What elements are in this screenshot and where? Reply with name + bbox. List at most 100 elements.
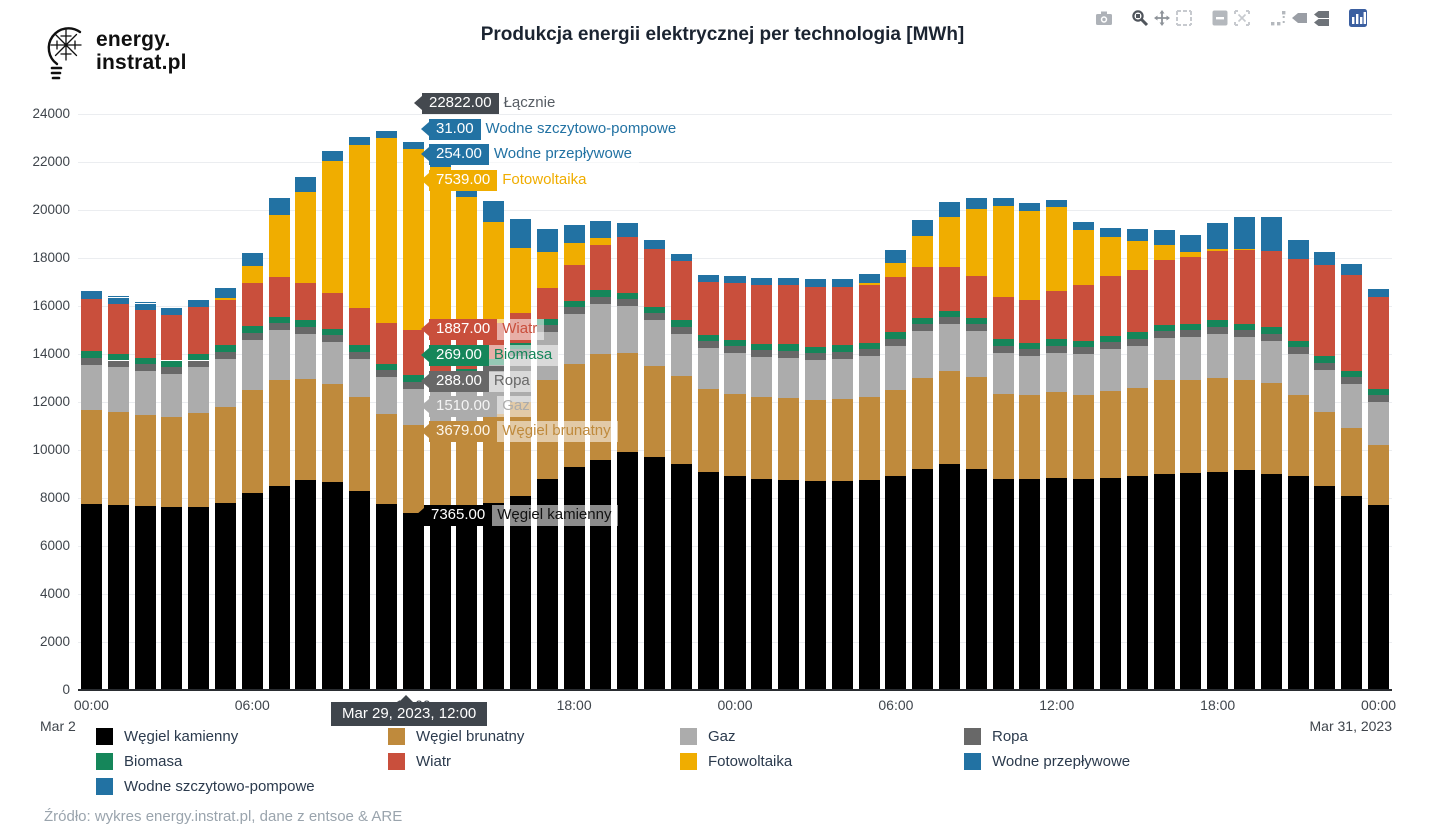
bar-segment-wiatr[interactable] [268,276,290,317]
bar-segment-wodne-przep-ywowe[interactable] [188,301,210,308]
bar-segment-wodne-przep-ywowe[interactable] [322,154,344,161]
bar-segment-w-giel-brunatny[interactable] [1099,391,1121,478]
bar-segment-fotowoltaika[interactable] [1180,251,1202,257]
bar-segment-gaz[interactable] [778,357,800,398]
bar-segment-fotowoltaika[interactable] [885,262,907,277]
bar-segment-ropa[interactable] [214,351,236,359]
legend-item-gaz[interactable]: Gaz [680,728,736,745]
bar-segment-wiatr[interactable] [1234,249,1256,324]
bar-segment-w-giel-kamienny[interactable] [858,480,880,690]
bar-segment-wiatr[interactable] [724,283,746,340]
bar-segment-wodne-szczytowo-pompowe[interactable] [268,198,290,209]
bar-segment-w-giel-kamienny[interactable] [939,464,961,690]
bar-segment-biomasa[interactable] [804,346,826,354]
bar-segment-w-giel-kamienny[interactable] [241,493,263,690]
bar-segment-gaz[interactable] [107,367,129,413]
bar-segment-w-giel-brunatny[interactable] [697,388,719,472]
bar-segment-w-giel-brunatny[interactable] [670,375,692,465]
bar-segment-ropa[interactable] [1207,326,1229,334]
bar-segment-w-giel-brunatny[interactable] [1260,382,1282,474]
bar-segment-w-giel-brunatny[interactable] [241,390,263,494]
bar-segment-w-giel-brunatny[interactable] [885,390,907,477]
bar-segment-gaz[interactable] [375,377,397,414]
bar-segment-w-giel-kamienny[interactable] [1368,505,1390,690]
bar-segment-wiatr[interactable] [188,307,210,354]
bar-segment-gaz[interactable] [885,345,907,390]
bar-segment-fotowoltaika[interactable] [1046,207,1068,292]
bar-segment-ropa[interactable] [375,370,397,378]
bar-segment-wiatr[interactable] [965,275,987,318]
bar-segment-wiatr[interactable] [1099,275,1121,336]
bar-segment-wiatr[interactable] [885,276,907,333]
bar-segment-biomasa[interactable] [80,351,102,358]
hover-closest-icon[interactable] [1289,7,1311,29]
bar-segment-fotowoltaika[interactable] [939,216,961,268]
bar-segment-ropa[interactable] [804,353,826,360]
bar-segment-gaz[interactable] [563,314,585,364]
bar-segment-wiatr[interactable] [1153,260,1175,325]
pan-icon[interactable] [1151,7,1173,29]
bar-segment-wodne-przep-ywowe[interactable] [483,215,505,222]
bar-segment-wodne-szczytowo-pompowe[interactable] [751,277,773,279]
bar-segment-wodne-przep-ywowe[interactable] [1180,245,1202,252]
bar-segment-fotowoltaika[interactable] [295,191,317,283]
bar-segment-biomasa[interactable] [778,344,800,351]
bar-segment-ropa[interactable] [295,326,317,334]
bar-segment-ropa[interactable] [134,364,156,372]
bar-segment-ropa[interactable] [349,351,371,359]
bar-segment-w-giel-kamienny[interactable] [697,471,719,690]
bar-segment-wiatr[interactable] [536,287,558,319]
bar-segment-wodne-przep-ywowe[interactable] [778,278,800,285]
bar-segment-biomasa[interactable] [375,363,397,371]
bar-segment-w-giel-brunatny[interactable] [1073,394,1095,479]
bar-segment-wodne-przep-ywowe[interactable] [858,277,880,284]
bar-segment-biomasa[interactable] [1368,388,1390,396]
bar-segment-wodne-przep-ywowe[interactable] [1314,258,1336,265]
bar-segment-w-giel-kamienny[interactable] [375,504,397,690]
bar-segment-w-giel-brunatny[interactable] [161,417,183,508]
bar-segment-wiatr[interactable] [858,285,880,343]
bar-segment-w-giel-kamienny[interactable] [751,478,773,690]
bar-segment-ropa[interactable] [241,332,263,340]
bar-segment-w-giel-brunatny[interactable] [429,426,451,514]
bar-segment-wodne-szczytowo-pompowe[interactable] [590,220,612,232]
bar-segment-wodne-przep-ywowe[interactable] [885,256,907,263]
bar-segment-wodne-szczytowo-pompowe[interactable] [161,307,183,309]
bar-segment-w-giel-brunatny[interactable] [107,412,129,505]
bar-segment-ropa[interactable] [563,307,585,315]
bar-segment-ropa[interactable] [590,296,612,304]
bar-segment-w-giel-kamienny[interactable] [1287,476,1309,690]
bar-segment-biomasa[interactable] [134,357,156,365]
bar-segment-wodne-przep-ywowe[interactable] [1019,204,1041,211]
bar-segment-biomasa[interactable] [670,320,692,327]
bar-segment-wodne-przep-ywowe[interactable] [965,202,987,209]
bar-segment-w-giel-kamienny[interactable] [804,481,826,690]
bar-segment-gaz[interactable] [939,324,961,371]
bar-segment-biomasa[interactable] [563,300,585,308]
bar-segment-wodne-szczytowo-pompowe[interactable] [536,228,558,246]
bar-segment-gaz[interactable] [1046,352,1068,393]
bar-segment-fotowoltaika[interactable] [536,251,558,288]
bar-segment-wiatr[interactable] [617,237,639,293]
bar-segment-ropa[interactable] [1234,330,1256,338]
bar-segment-wodne-szczytowo-pompowe[interactable] [1099,227,1121,232]
bar-segment-fotowoltaika[interactable] [912,236,934,268]
bar-segment-w-giel-brunatny[interactable] [939,370,961,465]
plot-area[interactable] [78,114,1392,690]
bar-segment-wodne-szczytowo-pompowe[interactable] [1314,252,1336,259]
bar-segment-w-giel-kamienny[interactable] [214,502,236,690]
bar-segment-w-giel-kamienny[interactable] [831,481,853,690]
bar-segment-w-giel-brunatny[interactable] [617,352,639,453]
bar-segment-w-giel-brunatny[interactable] [912,378,934,470]
bar-segment-w-giel-brunatny[interactable] [375,414,397,504]
bar-segment-w-giel-brunatny[interactable] [1207,378,1229,472]
bar-segment-ropa[interactable] [885,338,907,346]
bar-segment-biomasa[interactable] [1341,370,1363,378]
bar-segment-wodne-przep-ywowe[interactable] [617,231,639,238]
bar-segment-biomasa[interactable] [295,320,317,327]
bar-segment-wodne-przep-ywowe[interactable] [1368,290,1390,298]
bar-segment-w-giel-brunatny[interactable] [1153,380,1175,474]
bar-segment-wodne-szczytowo-pompowe[interactable] [107,296,129,298]
bar-segment-wodne-przep-ywowe[interactable] [134,303,156,310]
bar-segment-fotowoltaika[interactable] [214,297,236,300]
